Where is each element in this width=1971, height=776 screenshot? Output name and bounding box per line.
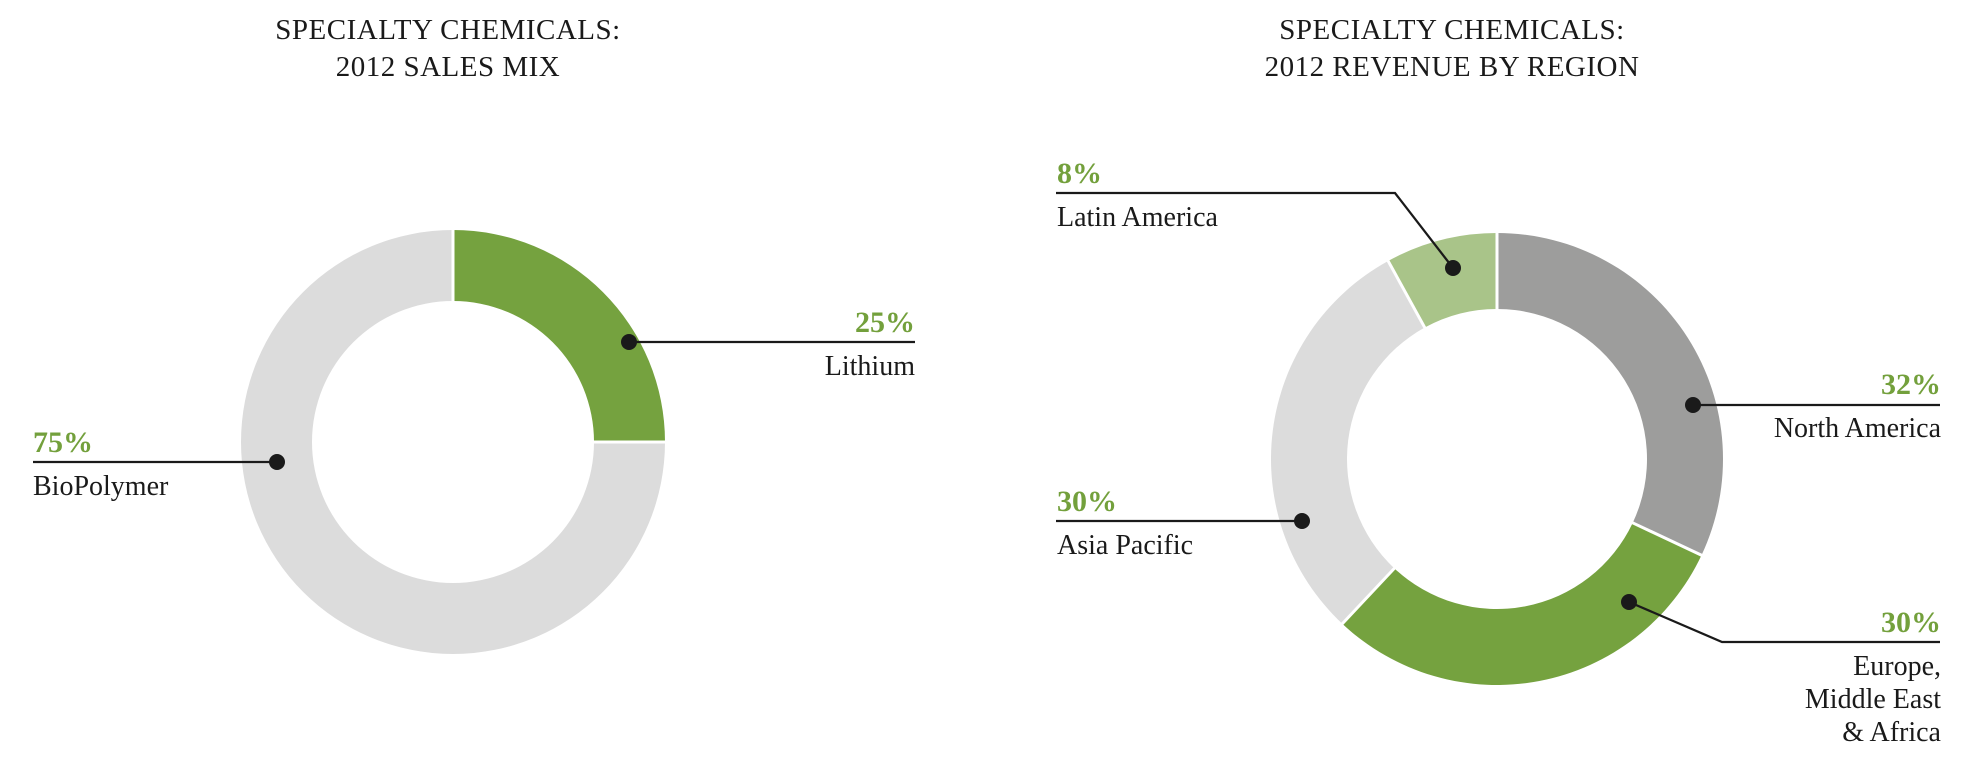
callout-asia-pacific: 30% Asia Pacific bbox=[1057, 485, 1193, 562]
leader-dot-europe-middle-east-africa bbox=[1621, 594, 1637, 610]
callout-latin-america: 8% Latin America bbox=[1057, 157, 1218, 234]
callout-lithium: 25% Lithium bbox=[825, 306, 915, 383]
callout-emea: 30% Europe, Middle East & Africa bbox=[1805, 606, 1941, 749]
right-chart-title: SPECIALTY CHEMICALS: 2012 REVENUE BY REG… bbox=[1172, 12, 1732, 86]
callout-north-america-name: North America bbox=[1773, 413, 1941, 444]
right-chart-title-line1: SPECIALTY CHEMICALS: bbox=[1279, 14, 1625, 46]
callout-asia-pacific-pct: 30% bbox=[1057, 485, 1117, 518]
callout-latin-america-name: Latin America bbox=[1057, 202, 1218, 233]
segment-lithium bbox=[453, 230, 665, 442]
leader-line-europe-middle-east-africa bbox=[1628, 600, 1940, 644]
callout-emea-name-line3: & Africa bbox=[1842, 717, 1941, 748]
segment-biopolymer bbox=[241, 230, 665, 654]
leader-dot-asia-pacific bbox=[1294, 513, 1310, 529]
callout-asia-pacific-name: Asia Pacific bbox=[1057, 530, 1194, 561]
segment-separator bbox=[1631, 521, 1704, 558]
segment-asia-pacific bbox=[1271, 260, 1425, 624]
segment-separator bbox=[1340, 566, 1397, 626]
callout-emea-name-line2: Middle East bbox=[1804, 684, 1941, 715]
callout-emea-pct: 30% bbox=[1881, 606, 1941, 639]
leader-dot-north-america bbox=[1685, 397, 1701, 413]
callout-biopolymer-name: BioPolymer bbox=[33, 471, 169, 502]
leader-line-latin-america bbox=[1056, 191, 1454, 269]
callout-north-america-pct: 32% bbox=[1881, 368, 1941, 401]
callout-latin-america-pct: 8% bbox=[1057, 157, 1102, 190]
segment-latin-america bbox=[1388, 233, 1497, 328]
left-chart-title: SPECIALTY CHEMICALS: 2012 SALES MIX bbox=[168, 12, 728, 86]
callout-biopolymer: 75% BioPolymer bbox=[33, 426, 168, 503]
left-chart-title-line2: 2012 SALES MIX bbox=[335, 51, 561, 83]
callout-emea-name: Europe, Middle East & Africa bbox=[1805, 650, 1941, 749]
segment-separator bbox=[1386, 259, 1427, 330]
callout-lithium-name: Lithium bbox=[824, 351, 915, 382]
leader-dot-latin-america bbox=[1445, 260, 1461, 276]
left-chart-title-line1: SPECIALTY CHEMICALS: bbox=[275, 14, 621, 46]
callout-lithium-pct: 25% bbox=[855, 306, 915, 339]
segment-north-america bbox=[1497, 233, 1724, 556]
segment-europe-middle-east-africa bbox=[1342, 522, 1702, 685]
callout-biopolymer-pct: 75% bbox=[33, 426, 93, 459]
callout-north-america: 32% North America bbox=[1774, 368, 1941, 445]
leader-dot-biopolymer bbox=[269, 454, 285, 470]
leader-dot-lithium bbox=[621, 334, 637, 350]
right-chart-title-line2: 2012 REVENUE BY REGION bbox=[1264, 51, 1640, 83]
callout-emea-name-line1: Europe, bbox=[1853, 651, 1941, 682]
